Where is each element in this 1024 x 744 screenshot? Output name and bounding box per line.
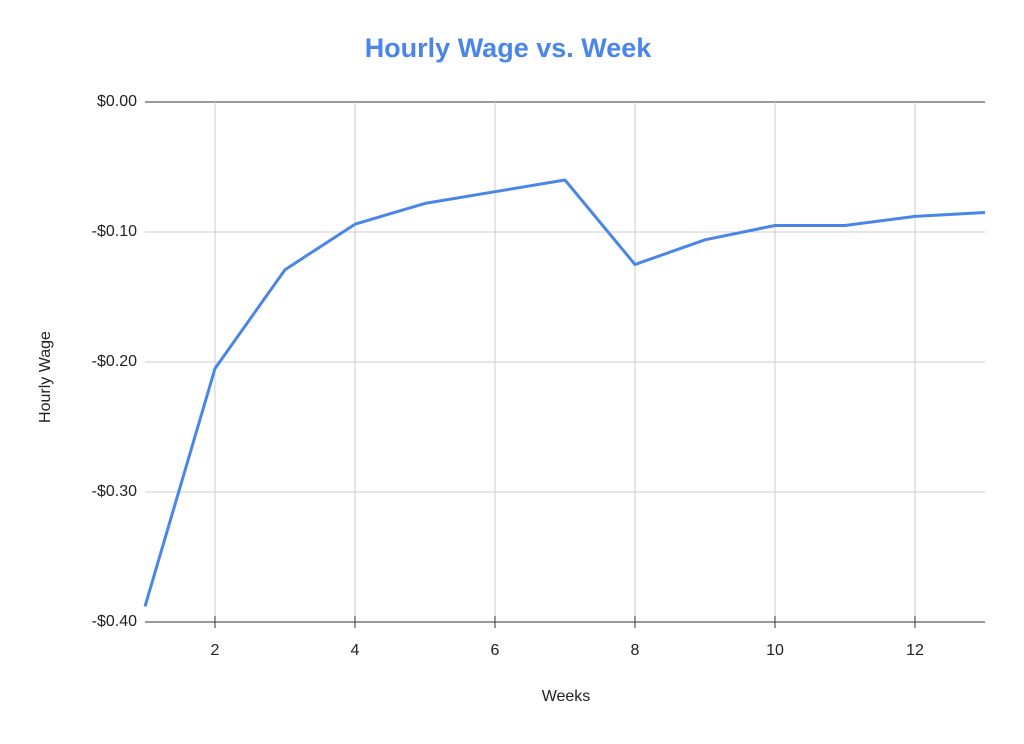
y-tick-label: $0.00 [97,93,137,110]
x-axis-title: Weeks [542,688,591,705]
x-tick-label: 8 [631,642,640,659]
x-tick-label: 10 [766,642,784,659]
chart-title: Hourly Wage vs. Week [365,33,653,63]
y-tick-label: -$0.30 [92,483,137,500]
x-tick-label: 6 [491,642,500,659]
y-tick-label: -$0.40 [92,613,137,630]
x-tick-label: 2 [211,642,220,659]
x-tick-label: 4 [351,642,360,659]
y-tick-label: -$0.20 [92,353,137,370]
data-line [143,178,986,607]
y-axis-title: Hourly Wage [37,331,54,423]
y-tick-label: -$0.10 [92,223,137,240]
x-tick-label: 12 [906,642,924,659]
